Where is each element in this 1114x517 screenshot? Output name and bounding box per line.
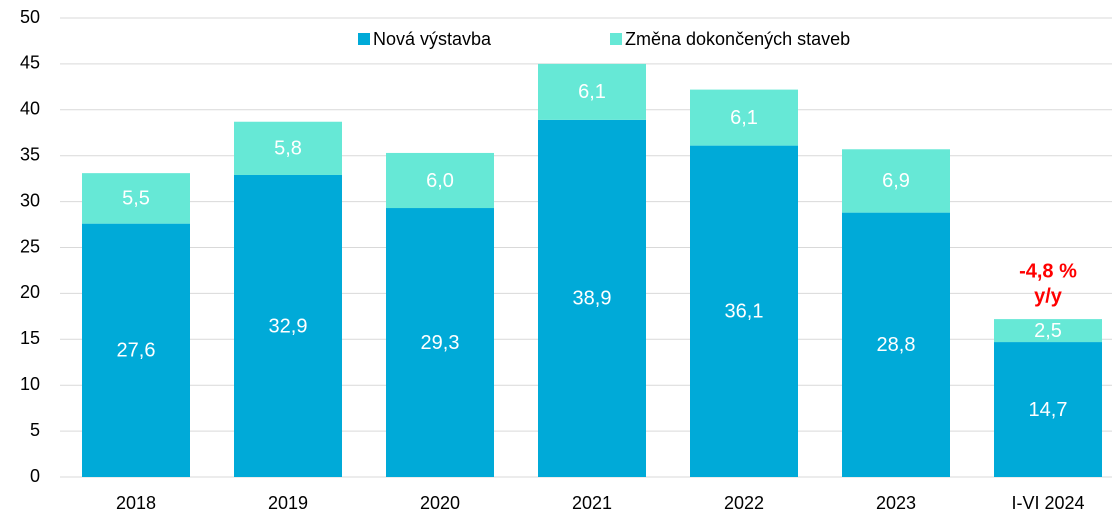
y-tick-label: 0 — [30, 466, 40, 486]
x-tick-label: 2020 — [420, 493, 460, 513]
y-tick-label: 40 — [20, 99, 40, 119]
data-label: 29,3 — [421, 332, 460, 354]
legend-label: Změna dokončených staveb — [625, 29, 850, 49]
x-tick-label: 2018 — [116, 493, 156, 513]
data-label: 28,8 — [877, 334, 916, 356]
bar-segment — [690, 145, 798, 478]
y-tick-label: 50 — [20, 7, 40, 27]
annotation: y/y — [1034, 285, 1063, 307]
data-label: 6,1 — [578, 81, 606, 103]
bar-segment — [82, 223, 190, 477]
x-tick-label: I-VI 2024 — [1011, 493, 1084, 513]
bar-segment — [234, 121, 342, 175]
bar-segment — [842, 149, 950, 213]
data-label: 2,5 — [1034, 320, 1062, 342]
bar-segment — [538, 63, 646, 120]
x-tick-label: 2019 — [268, 493, 308, 513]
bar-segment — [994, 319, 1102, 343]
data-label: 5,8 — [274, 138, 302, 160]
legend-swatch — [358, 33, 370, 45]
data-label: 5,5 — [122, 188, 150, 210]
data-label: 6,1 — [730, 107, 758, 129]
y-tick-label: 20 — [20, 282, 40, 302]
bar-segment — [842, 212, 950, 477]
data-label: 6,0 — [426, 170, 454, 192]
y-tick-label: 5 — [30, 420, 40, 440]
bar-segment — [386, 152, 494, 209]
data-label: 6,9 — [882, 170, 910, 192]
bar-segment — [82, 173, 190, 224]
legend-swatch — [610, 33, 622, 45]
data-label: 14,7 — [1029, 399, 1068, 421]
legend-label: Nová výstavba — [373, 29, 492, 49]
annotation: -4,8 % — [1019, 260, 1077, 282]
y-tick-label: 35 — [20, 144, 40, 164]
y-tick-label: 15 — [20, 328, 40, 348]
data-label: 38,9 — [573, 288, 612, 310]
y-tick-label: 25 — [20, 236, 40, 256]
bar-segment — [386, 208, 494, 477]
data-label: 36,1 — [725, 301, 764, 323]
x-tick-label: 2023 — [876, 493, 916, 513]
y-tick-label: 10 — [20, 374, 40, 394]
bar-segment — [994, 342, 1102, 477]
bar-segment — [234, 174, 342, 477]
y-tick-label: 45 — [20, 53, 40, 73]
data-label: 32,9 — [269, 315, 308, 337]
bar-segment — [690, 89, 798, 146]
data-label: 27,6 — [117, 340, 156, 362]
x-tick-label: 2022 — [724, 493, 764, 513]
y-tick-label: 30 — [20, 190, 40, 210]
x-tick-label: 2021 — [572, 493, 612, 513]
bar-segment — [538, 119, 646, 477]
